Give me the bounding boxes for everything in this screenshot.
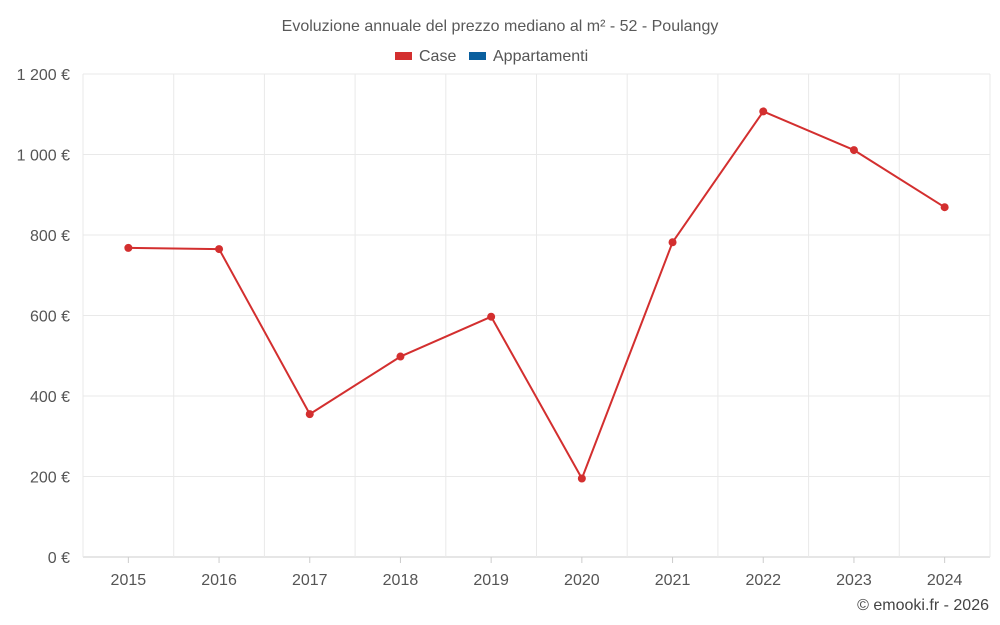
legend-item-appartamenti[interactable]: Appartamenti — [469, 48, 588, 65]
x-tick-label: 2020 — [564, 572, 600, 589]
data-point-case — [577, 474, 586, 483]
axis-layer: 0 € 200 € 400 € 600 € 800 € 1 000 € 1 200 € 201… — [17, 67, 963, 589]
legend-item-case[interactable]: Case — [395, 48, 456, 65]
x-tick-label: 2016 — [201, 572, 237, 589]
legend-label-case: Case — [419, 48, 456, 65]
series-line-case — [128, 110, 946, 480]
legend-label-appartamenti: Appartamenti — [493, 48, 588, 65]
y-tick-label: 800 € — [30, 228, 70, 245]
x-tick-label: 2018 — [383, 572, 419, 589]
data-point-case — [849, 146, 858, 155]
y-tick-label: 0 € — [48, 550, 70, 567]
data-point-case — [124, 243, 133, 252]
legend: Case Appartamenti — [395, 48, 588, 65]
chart-title: Evoluzione annuale del prezzo mediano al… — [282, 18, 719, 35]
x-tick-label: 2015 — [111, 572, 147, 589]
data-point-case — [668, 238, 677, 247]
y-tick-label: 200 € — [30, 470, 70, 487]
x-tick-label: 2024 — [927, 572, 963, 589]
data-point-case — [759, 107, 768, 116]
x-tick-label: 2017 — [292, 572, 328, 589]
data-point-case — [396, 352, 405, 361]
data-point-case — [305, 410, 314, 419]
y-tick-label: 600 € — [30, 309, 70, 326]
legend-swatch-case — [395, 52, 412, 60]
x-tick-label: 2022 — [745, 572, 781, 589]
x-tick-label: 2021 — [655, 572, 691, 589]
series-layer — [124, 107, 949, 483]
data-point-case — [487, 312, 496, 321]
y-tick-label: 1 200 € — [17, 67, 70, 84]
y-tick-label: 400 € — [30, 389, 70, 406]
x-tick-label: 2019 — [473, 572, 509, 589]
data-point-case — [215, 245, 224, 254]
credit-text: © emooki.fr - 2026 — [857, 597, 989, 614]
y-tick-label: 1 000 € — [17, 148, 70, 165]
data-point-case — [940, 203, 949, 212]
x-tick-label: 2023 — [836, 572, 872, 589]
grid-layer — [82, 73, 991, 558]
legend-swatch-appartamenti — [469, 52, 486, 60]
